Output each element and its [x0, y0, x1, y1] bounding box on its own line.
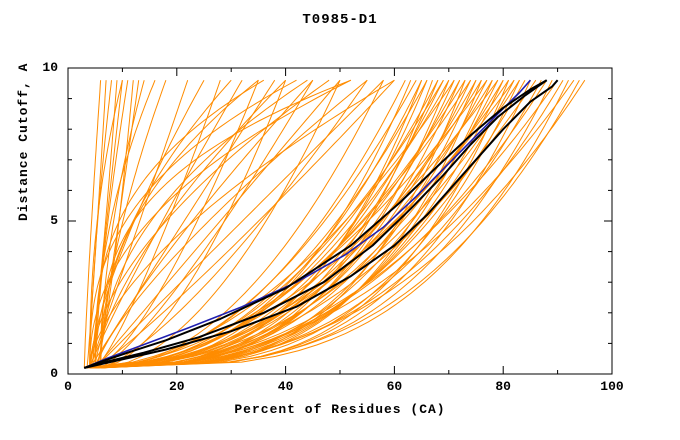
prediction-curve: [84, 79, 477, 369]
x-tick-label: 0: [64, 379, 72, 394]
prediction-curve: [100, 79, 444, 369]
reference-model-curve: [83, 79, 531, 369]
prediction-curve: [84, 79, 406, 369]
prediction-curve: [94, 79, 265, 368]
prediction-curve: [94, 79, 368, 369]
prediction-curve: [84, 79, 542, 369]
prediction-curve: [89, 80, 189, 369]
prediction-curve: [100, 79, 259, 368]
x-tick-label: 60: [386, 379, 403, 394]
prediction-curve: [89, 79, 586, 369]
x-tick-label: 40: [277, 379, 294, 394]
prediction-curve: [100, 80, 167, 368]
prediction-curve: [95, 79, 472, 369]
prediction-curve: [95, 79, 504, 369]
prediction-curve: [100, 79, 314, 369]
y-tick-label: 5: [50, 213, 58, 228]
x-axis-label: Percent of Residues (CA): [234, 402, 446, 417]
prediction-curve: [89, 79, 395, 368]
x-tick-label: 80: [495, 379, 511, 394]
prediction-curve: [84, 79, 510, 369]
prediction-curve: [94, 80, 156, 368]
prediction-curve: [94, 79, 341, 369]
prediction-curve: [89, 79, 243, 369]
prediction-curve: [94, 79, 384, 369]
chart-title: T0985-D1: [302, 12, 378, 28]
best-model-2-curve: [84, 79, 548, 369]
prediction-curve: [89, 79, 352, 368]
prediction-curve: [95, 79, 417, 369]
prediction-curve: [89, 80, 493, 369]
prediction-curve: [83, 80, 102, 368]
prediction-curve: [94, 80, 259, 369]
best-model-1-curve: [84, 79, 559, 369]
x-tick-label: 20: [168, 379, 185, 394]
prediction-curve: [100, 79, 308, 368]
prediction-curve: [100, 79, 488, 369]
prediction-curve: [95, 79, 493, 369]
best-model-3-curve: [83, 79, 548, 369]
prediction-curve: [100, 79, 352, 368]
prediction-curve: [89, 79, 526, 369]
prediction-curve: [89, 79, 297, 368]
prediction-curve: [100, 79, 428, 369]
prediction-curve: [94, 80, 221, 369]
prediction-curve: [95, 79, 553, 369]
prediction-curve: [89, 79, 564, 369]
prediction-curve: [100, 79, 368, 369]
prediction-curve: [94, 79, 286, 368]
x-tick-label: 100: [600, 379, 624, 394]
prediction-curve: [94, 80, 129, 368]
prediction-curve: [89, 80, 123, 368]
prediction-curve: [94, 80, 134, 369]
prediction-curve: [100, 79, 537, 369]
prediction-curve: [89, 79, 548, 369]
prediction-curve: [89, 79, 575, 369]
prediction-curve: [84, 79, 455, 369]
prediction-curve: [94, 79, 395, 369]
prediction-curve: [100, 79, 559, 369]
y-tick-label: 10: [42, 60, 58, 75]
prediction-curve: [95, 79, 569, 369]
prediction-curve: [95, 79, 531, 369]
prediction-curve: [95, 80, 439, 369]
y-tick-label: 0: [50, 366, 58, 381]
prediction-curve: [95, 80, 428, 369]
